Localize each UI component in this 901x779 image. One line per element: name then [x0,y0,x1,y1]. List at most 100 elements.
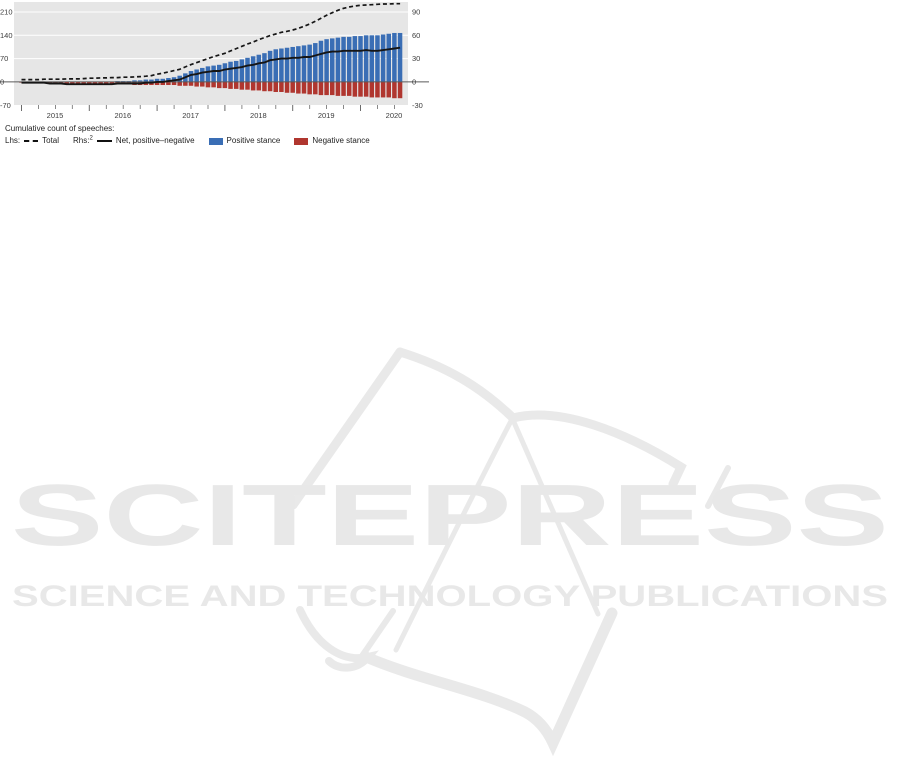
speech-count-figure: 2015 2016 2017 2018 2019 2020 210 140 70 0 -70 90 60… [0,0,436,150]
positive-label: Positive stance [226,136,281,145]
rhs-footnote-marker: 2 [89,135,93,142]
positive-bar [369,35,375,82]
positive-bar [307,44,312,82]
negative-bar [245,81,250,90]
negative-bar [160,81,165,86]
positive-bar [386,33,391,82]
negative-bar [279,81,284,92]
negative-bar [228,81,233,89]
negative-bar [217,81,222,89]
negative-bar [284,81,290,93]
positive-bar [262,53,267,82]
rhs-axis-label: 90 [412,8,420,17]
negative-bar [296,81,301,94]
negative-bar [380,81,386,98]
scitepress-watermark: SCITEPRESS SCIENCE AND TECHNOLOGY PUBLIC… [11,347,889,757]
positive-bar [335,37,341,82]
net-solid-line [21,46,401,86]
open-book-logo [288,347,731,757]
negative-bar [205,81,211,88]
positive-bar [375,35,380,82]
legend-item-net: Rhs:2 Net, positive–negative [73,135,195,146]
dashed-line-sample [24,140,39,142]
negative-bar [375,81,380,98]
positive-bar [363,35,369,82]
chart-svg: 2015 2016 2017 2018 2019 2020 210 140 70 0 -70 90 60… [0,2,429,120]
total-dashed-line [21,2,401,81]
positive-bar [154,78,160,82]
positive-bar [233,60,239,82]
negative-bar [194,81,199,87]
negative-bar [330,81,335,96]
positive-bar [313,43,318,82]
positive-bar [228,61,233,82]
negative-bar [200,81,205,87]
positive-bar [296,46,301,82]
positive-bar [132,80,137,82]
negative-bar [239,81,245,90]
negative-bar [273,81,278,92]
rhs-axis-label: -30 [412,101,423,110]
positive-bar [273,49,278,82]
negative-bar [171,81,177,86]
negative-bar [363,81,369,97]
positive-bar [200,67,205,82]
negative-bar [211,81,216,88]
negative-bar [335,81,341,96]
legend-row: Lhs: Total Rhs:2 Net, positive–negative … [5,135,435,146]
negative-bar [369,81,375,98]
positive-bar [397,32,403,82]
negative-bar [64,81,69,85]
legend-item-total: Lhs: Total [5,136,59,146]
negative-bar [166,81,171,86]
negative-bar [75,81,81,85]
negative-bar [250,81,256,91]
watermark-subtitle: SCIENCE AND TECHNOLOGY PUBLICATIONS [12,580,888,613]
negative-bar [267,81,273,92]
legend-item-negative: Negative stance [294,136,370,146]
negative-bar [104,81,109,85]
legend-title: Cumulative count of speeches: [5,124,115,133]
negative-bar [341,81,346,96]
positive-bar [194,69,199,82]
positive-bar [346,36,352,82]
positive-bar [341,36,346,82]
positive-bar [205,66,211,82]
positive-bar [279,48,284,82]
positive-bar [217,64,222,82]
bars [19,32,403,99]
positive-bar [222,63,228,82]
negative-bar [324,81,329,96]
x-year-label: 2020 [386,111,403,120]
positive-bar [380,34,386,82]
rhs-label: Rhs:2 [73,135,93,145]
negative-bar [154,81,160,86]
negative-bar [386,81,391,98]
x-year-label: 2015 [47,111,64,120]
positive-swatch [208,137,223,145]
positive-bar [211,65,216,82]
lhs-label: Lhs: [5,136,21,145]
positive-bar [245,57,250,82]
x-year-label: 2017 [182,111,199,120]
positive-bar [392,32,397,82]
negative-bar [301,81,307,94]
negative-bar [358,81,363,97]
watermark-title: SCITEPRESS [11,467,889,564]
negative-bar [392,81,397,99]
positive-bar [149,79,154,82]
negative-bar [307,81,312,95]
lhs-axis-label: 140 [0,31,13,40]
negative-bar [183,81,188,86]
rhs-axis-label: 0 [412,78,416,87]
lhs-axis-label: 70 [0,54,8,63]
chart-legend: Cumulative count of speeches: Lhs: Total… [5,124,435,146]
positive-bar [250,56,256,82]
negative-bar [92,81,98,85]
negative-label: Negative stance [312,136,370,145]
positive-bar [358,36,363,82]
lhs-axis-label: -70 [0,101,11,110]
positive-bar [256,54,262,82]
lhs-axis-label: 210 [0,8,13,17]
negative-bar [98,81,103,85]
